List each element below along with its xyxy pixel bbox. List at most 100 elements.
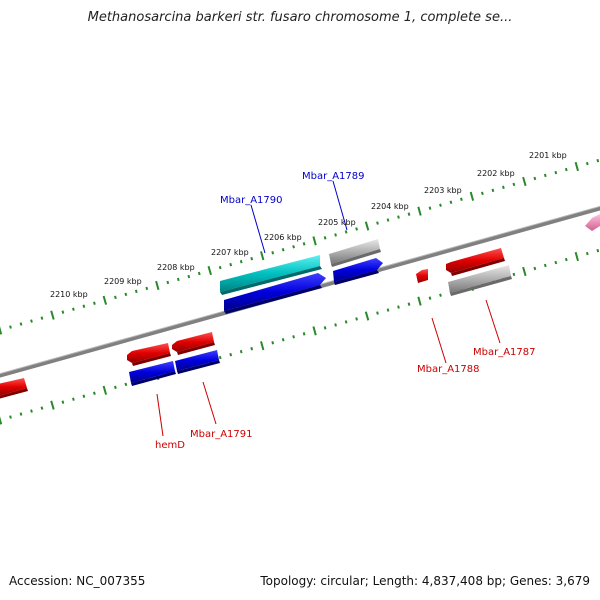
ruler-minor-tick: [124, 292, 128, 297]
feature-cds-cyan[interactable]: [220, 255, 322, 295]
ruler-minor-tick: [271, 251, 275, 255]
feature-gene-red[interactable]: [446, 248, 505, 276]
ruler-minor-tick: [145, 286, 149, 291]
ruler-minor-tick: [72, 307, 75, 311]
kbp-label: 2209 kbp: [104, 277, 142, 286]
ruler-major-tick: [417, 206, 422, 216]
gene-label-group[interactable]: Mbar_A1791: [190, 381, 253, 440]
ruler-minor-tick: [292, 335, 295, 339]
feature-cds-blue[interactable]: [129, 361, 176, 386]
ruler-minor-tick: [397, 215, 400, 219]
ruler-minor-tick: [229, 352, 233, 357]
ruler-minor-tick: [543, 173, 547, 178]
ruler-minor-tick: [93, 391, 96, 395]
ruler-major-tick: [0, 416, 3, 425]
kbp-label: 2208 kbp: [157, 263, 195, 272]
ruler-minor-tick: [334, 323, 337, 327]
ruler-major-tick: [417, 296, 422, 306]
map-title: Methanosarcina barkeri str. fusaro chrom…: [87, 10, 513, 25]
ruler-minor-tick: [82, 304, 86, 308]
ruler-minor-tick: [543, 263, 547, 268]
gene-label-group[interactable]: hemD: [155, 393, 185, 451]
ruler-minor-tick: [30, 409, 33, 413]
ruler-minor-tick: [323, 236, 327, 240]
ruler-minor-tick: [72, 397, 75, 401]
ruler-minor-tick: [460, 197, 463, 201]
ruler-major-tick: [469, 191, 475, 201]
ruler-minor-tick: [585, 161, 589, 166]
kbp-label: 2207 kbp: [211, 248, 249, 257]
ruler-minor-tick: [281, 338, 285, 342]
ruler-minor-tick: [355, 317, 358, 321]
ruler-minor-tick: [596, 158, 600, 163]
ruler-minor-tick: [355, 227, 358, 231]
ruler-major-tick: [364, 311, 370, 321]
ruler-minor-tick: [564, 167, 568, 172]
ruler-major-tick: [522, 266, 527, 277]
ruler-minor-tick: [61, 400, 65, 404]
gene-label-group[interactable]: Mbar_A1787: [473, 299, 536, 358]
ruler-minor-tick: [502, 185, 505, 190]
ruler-minor-tick: [250, 256, 254, 261]
feature-cds-gray[interactable]: [448, 265, 512, 296]
ruler-minor-tick: [512, 272, 516, 277]
ruler-minor-tick: [323, 326, 327, 330]
ruler-major-tick: [522, 176, 527, 187]
ruler-minor-tick: [239, 349, 243, 354]
ruler-minor-tick: [386, 218, 390, 222]
gene-label-group[interactable]: Mbar_A1790: [220, 195, 283, 254]
ruler-major-tick: [102, 295, 108, 305]
feature-cds-blue[interactable]: [175, 350, 220, 374]
ruler-minor-tick: [124, 382, 128, 387]
ruler-minor-tick: [176, 277, 180, 282]
ruler-minor-tick: [218, 355, 222, 360]
gene-label: hemD: [155, 440, 185, 451]
feature-gene-red[interactable]: [0, 378, 28, 399]
ruler-minor-tick: [344, 320, 348, 324]
gene-label: Mbar_A1787: [473, 347, 536, 358]
kbp-label: 2203 kbp: [424, 186, 462, 195]
feature-gene-red[interactable]: [416, 269, 428, 283]
feature-gene-red[interactable]: [172, 332, 215, 355]
ruler-major-tick: [260, 341, 265, 351]
ruler-major-tick: [0, 326, 3, 335]
ruler-minor-tick: [271, 341, 275, 345]
ruler-minor-tick: [197, 271, 201, 276]
kbp-labels: 2201 kbp 2202 kbp 2203 kbp 2204 kbp 2205…: [50, 151, 567, 299]
gene-label-group[interactable]: Mbar_A1788: [417, 317, 480, 375]
ruler-minor-tick: [40, 316, 44, 320]
kbp-label: 2206 kbp: [264, 233, 302, 242]
ruler-minor-tick: [40, 406, 44, 410]
ruler-minor-tick: [512, 182, 516, 187]
ruler-minor-tick: [344, 230, 348, 234]
ruler-minor-tick: [82, 394, 86, 398]
ruler-major-tick: [312, 326, 317, 336]
ruler-minor-tick: [93, 301, 96, 305]
ruler-minor-tick: [407, 302, 411, 306]
kbp-label: 2202 kbp: [477, 169, 515, 178]
feature-cds-gray[interactable]: [329, 239, 381, 267]
ruler-minor-tick: [564, 257, 568, 262]
ruler-minor-tick: [554, 170, 558, 175]
ruler-minor-tick: [533, 176, 537, 181]
gene-label-group[interactable]: Mbar_A1789: [302, 171, 365, 231]
genome-summary-text: Topology: circular; Length: 4,837,408 bp…: [260, 574, 590, 588]
ruler-major-tick: [155, 280, 160, 291]
ruler-minor-tick: [218, 265, 222, 270]
ruler-minor-tick: [533, 266, 537, 271]
gene-label: Mbar_A1788: [417, 364, 480, 375]
ruler-major-tick: [574, 161, 579, 172]
feature-gene-blue[interactable]: [224, 273, 326, 314]
ruler-minor-tick: [19, 322, 23, 326]
feature-gene-red[interactable]: [127, 343, 171, 366]
ruler-minor-tick: [491, 188, 495, 193]
feature-gene-blue[interactable]: [333, 258, 383, 285]
ruler-outer: [0, 158, 600, 335]
ruler-major-tick: [50, 310, 55, 320]
ruler-minor-tick: [439, 293, 442, 297]
ruler-minor-tick: [596, 248, 600, 253]
feature-partial-pink[interactable]: [585, 214, 600, 231]
ruler-minor-tick: [239, 259, 243, 264]
ruler-minor-tick: [302, 332, 306, 336]
